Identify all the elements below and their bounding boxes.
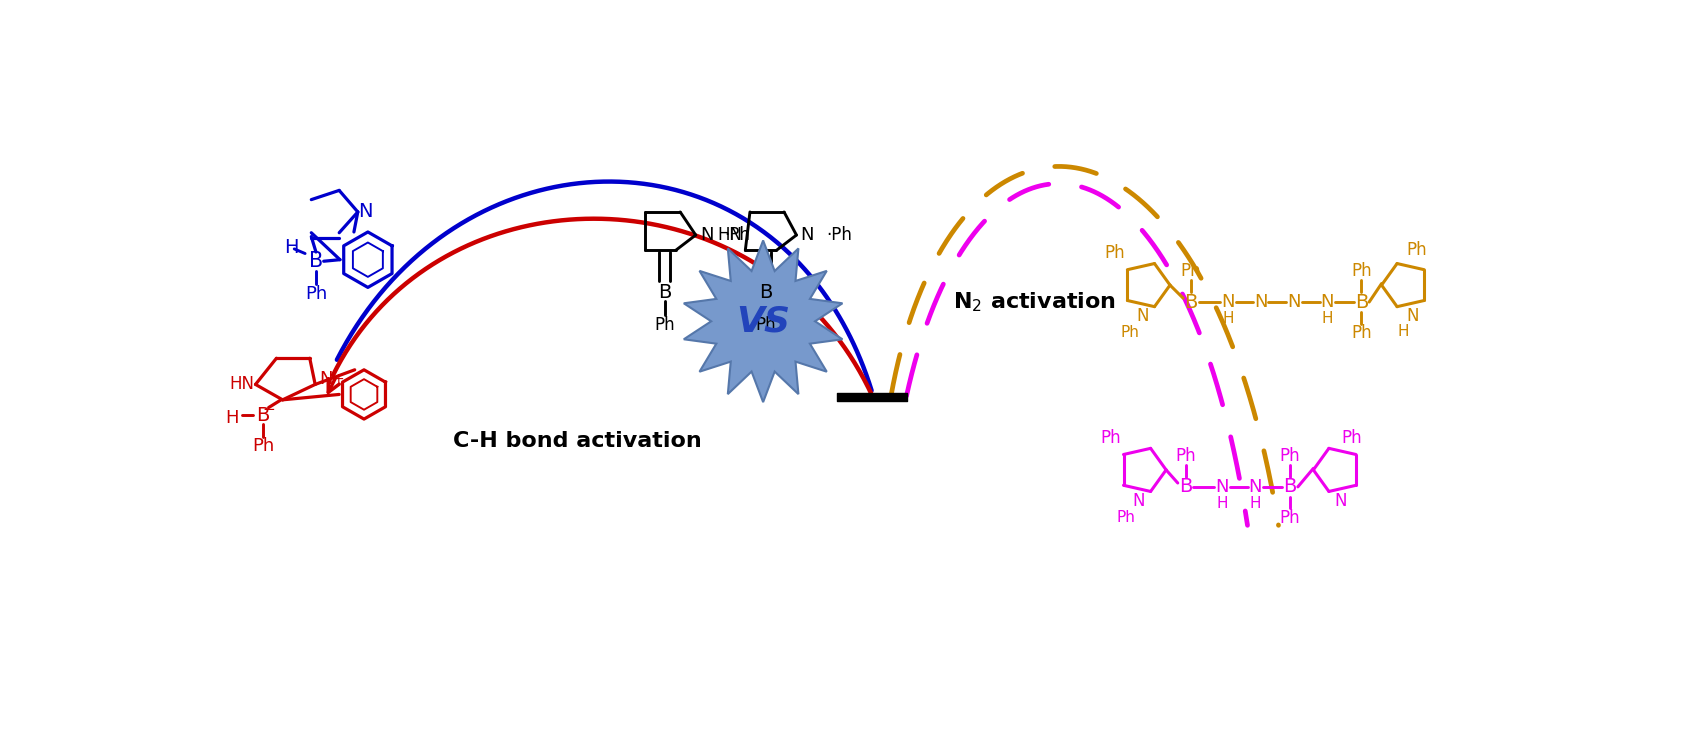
Text: VS: VS (736, 304, 790, 338)
Text: N: N (1132, 492, 1144, 510)
Text: N: N (318, 370, 332, 388)
Text: Ph: Ph (1281, 447, 1301, 465)
Text: Ph: Ph (1100, 428, 1121, 447)
Text: B: B (1178, 477, 1192, 496)
Text: N: N (800, 226, 814, 244)
Text: B: B (1284, 477, 1296, 496)
Text: Ph: Ph (1175, 447, 1196, 465)
Text: N: N (1216, 478, 1228, 496)
Text: Ph: Ph (1342, 428, 1362, 447)
Text: H: H (1322, 312, 1333, 327)
Text: Ph: Ph (252, 437, 274, 455)
Text: N: N (1407, 307, 1419, 325)
Text: HN: HN (230, 375, 255, 393)
Text: Ph: Ph (1104, 244, 1124, 262)
Text: N: N (1136, 307, 1150, 325)
Text: Ph: Ph (1121, 325, 1139, 340)
Text: Ph: Ph (1281, 509, 1301, 527)
Text: H: H (1250, 496, 1260, 511)
Text: +: + (332, 372, 344, 386)
Text: Ph: Ph (1350, 324, 1371, 342)
Text: N: N (358, 202, 373, 222)
Text: Ph: Ph (1350, 263, 1371, 280)
Text: HN: HN (717, 226, 743, 244)
Text: H: H (284, 238, 298, 257)
Polygon shape (685, 240, 843, 402)
Text: Ph: Ph (1407, 242, 1427, 260)
Text: B: B (1184, 292, 1197, 312)
Text: H: H (1216, 496, 1228, 511)
Text: N: N (1253, 293, 1267, 311)
Text: Ph: Ph (1117, 510, 1136, 525)
Text: N$_2$ activation: N$_2$ activation (954, 290, 1115, 314)
Text: N: N (1248, 478, 1262, 496)
Text: B: B (760, 283, 771, 301)
Text: N: N (700, 226, 714, 244)
Text: B: B (1356, 292, 1368, 312)
Text: H: H (1223, 312, 1235, 327)
Text: N: N (1320, 293, 1333, 311)
Text: Ph: Ph (1180, 263, 1201, 280)
Text: H: H (1398, 324, 1408, 339)
Text: C-H bond activation: C-H bond activation (453, 430, 702, 451)
Text: Ph: Ph (305, 284, 327, 303)
Text: B: B (257, 406, 271, 424)
Text: N: N (1287, 293, 1301, 311)
Text: B: B (657, 283, 671, 301)
Text: Ph: Ph (654, 316, 674, 334)
Text: H: H (225, 409, 238, 427)
Text: Ph: Ph (754, 316, 777, 334)
Text: ·Ph: ·Ph (826, 226, 852, 244)
Text: N: N (1221, 293, 1235, 311)
Text: −: − (262, 401, 276, 416)
Text: N: N (1333, 492, 1347, 510)
Text: ·Ph: ·Ph (724, 226, 751, 244)
Text: B: B (308, 251, 324, 272)
